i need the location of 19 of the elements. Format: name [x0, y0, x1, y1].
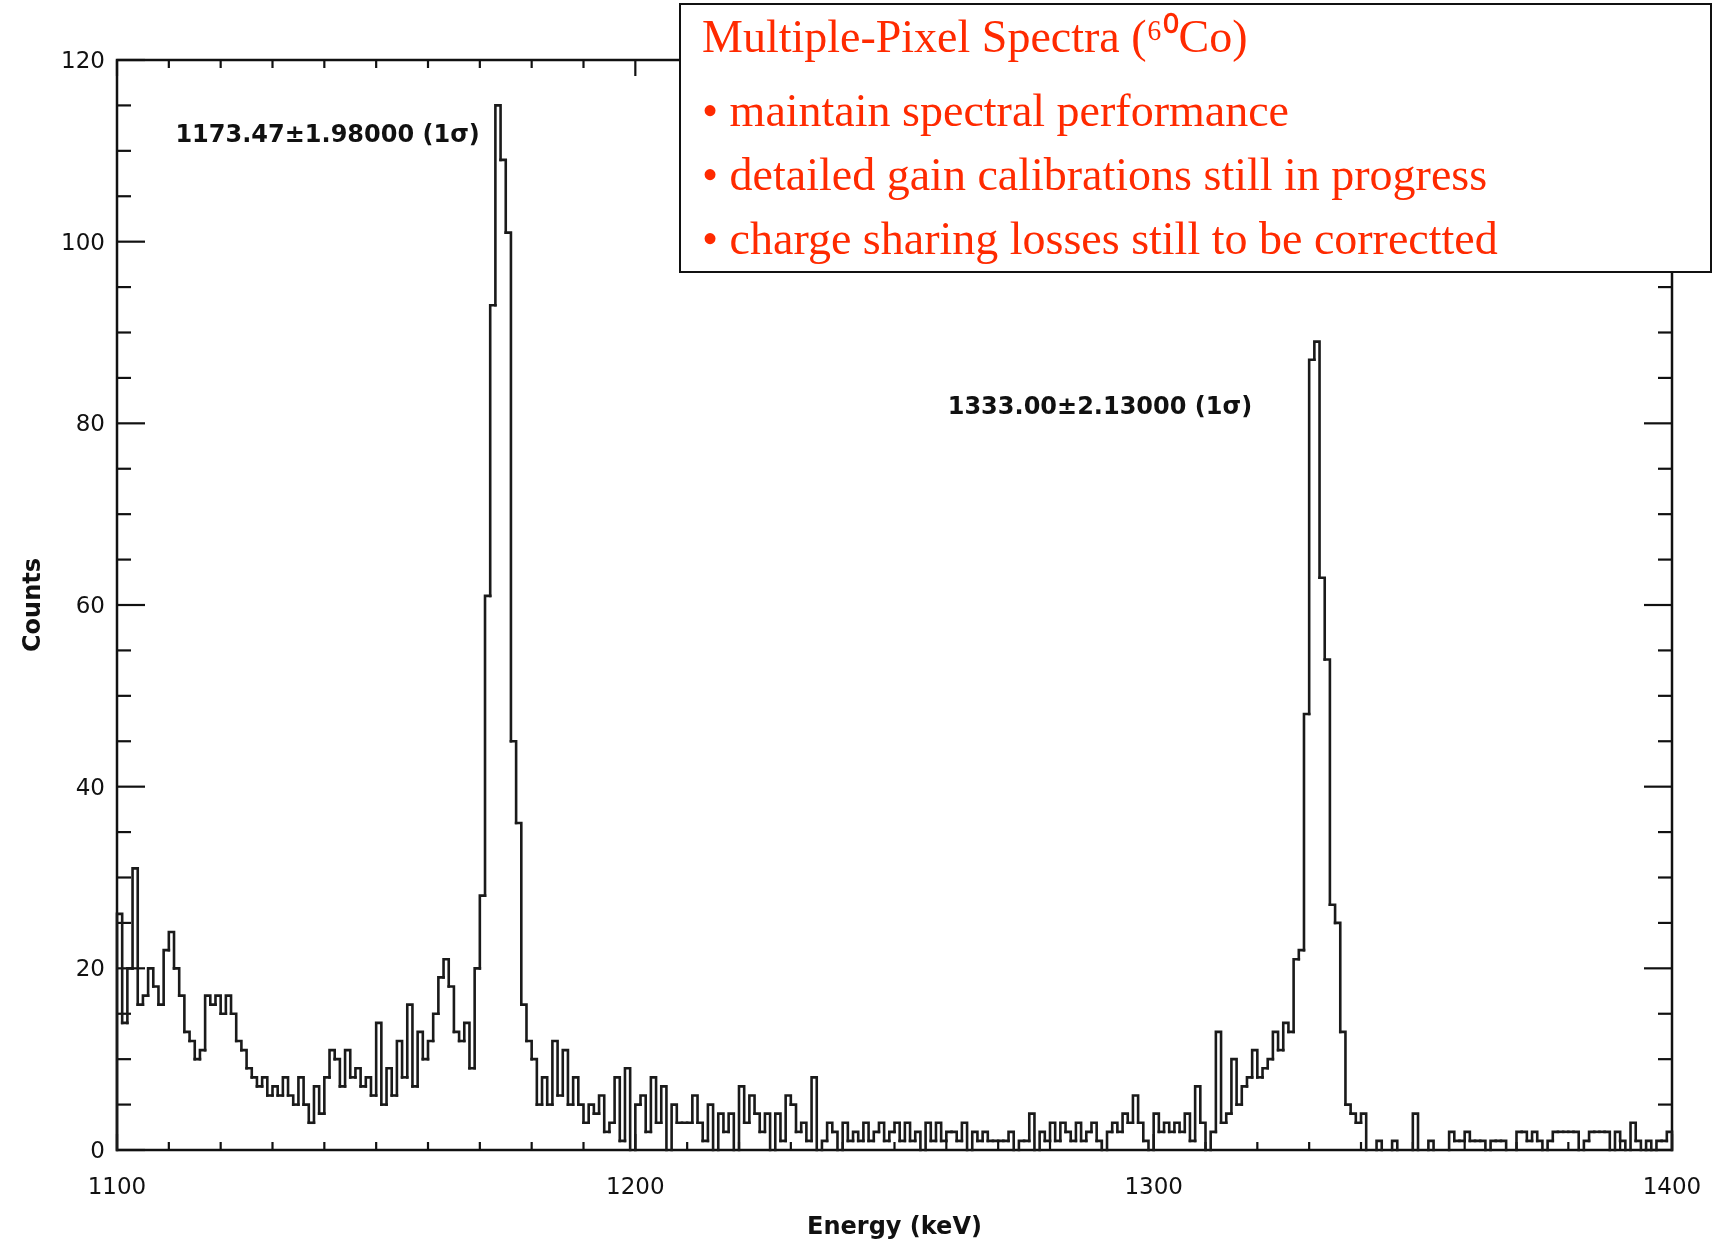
annotation: 1173.47±1.98000 (1σ) [175, 119, 480, 148]
annotation: • maintain spectral performance [702, 85, 1289, 136]
annotation: • detailed gain calibrations still in progress [702, 149, 1488, 200]
x-tick-label: 1400 [1642, 1173, 1702, 1199]
y-tick-label: 0 [90, 1137, 105, 1163]
x-axis-title: Energy (keV) [807, 1212, 982, 1240]
y-tick-label: 40 [75, 773, 105, 800]
annotation: 1333.00±2.13000 (1σ) [947, 392, 1253, 421]
y-tick-label: 80 [75, 410, 105, 437]
y-tick-label: 20 [75, 955, 105, 982]
y-tick-label: 60 [75, 592, 105, 618]
y-tick-label: 120 [61, 47, 105, 73]
y-tick-label: 100 [61, 228, 105, 255]
x-tick-label: 1100 [87, 1173, 147, 1199]
x-tick-label: 1300 [1124, 1173, 1183, 1199]
annotation: • charge sharing losses still to be correctted [702, 213, 1498, 264]
y-axis-title: Counts [18, 557, 46, 653]
x-tick-label: 1200 [606, 1173, 665, 1199]
chart-title: Multiple-Pixel Spectra (⁶⁰Co) [702, 11, 1248, 62]
